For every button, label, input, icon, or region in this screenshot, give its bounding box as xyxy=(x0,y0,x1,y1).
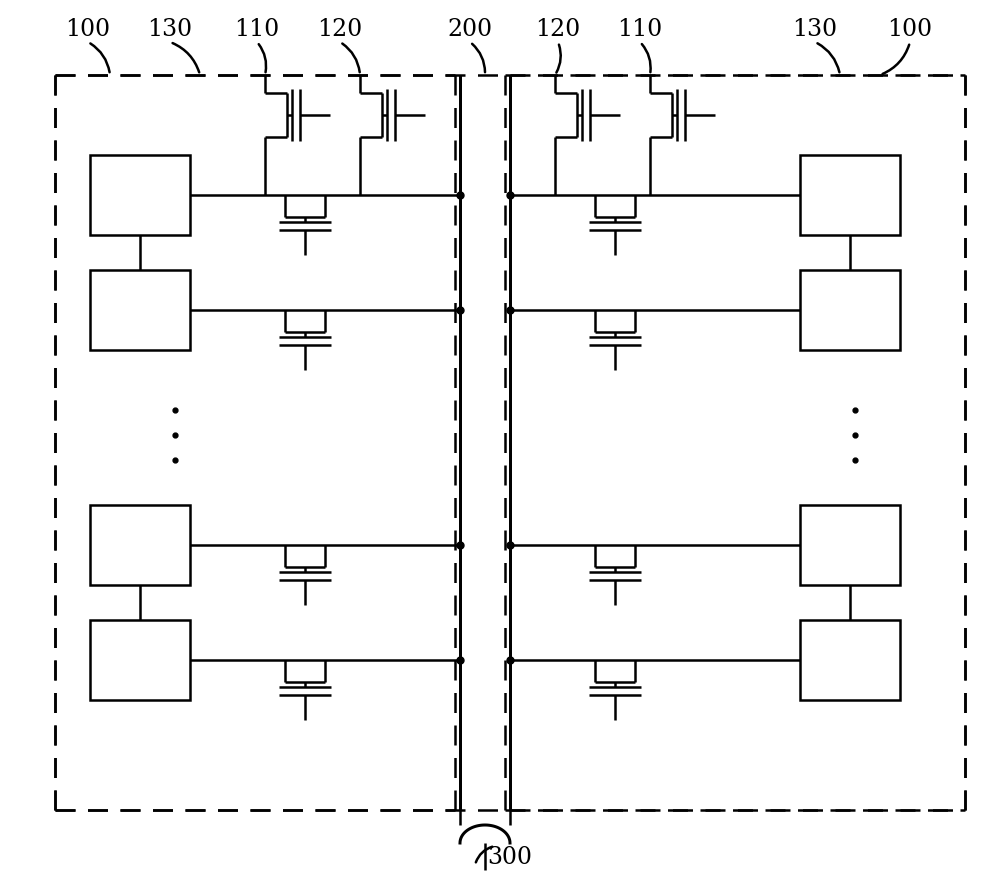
Bar xyxy=(800,270,900,350)
Text: 130: 130 xyxy=(792,18,838,41)
Text: 100: 100 xyxy=(887,18,933,41)
Text: 110: 110 xyxy=(234,18,280,41)
Text: 120: 120 xyxy=(317,18,363,41)
Bar xyxy=(800,620,900,700)
Bar xyxy=(90,505,190,585)
Bar xyxy=(800,155,900,235)
Text: 100: 100 xyxy=(65,18,111,41)
Bar xyxy=(90,155,190,235)
Bar xyxy=(90,270,190,350)
Text: 120: 120 xyxy=(535,18,581,41)
Text: 130: 130 xyxy=(147,18,193,41)
Bar xyxy=(800,505,900,585)
Text: 110: 110 xyxy=(617,18,663,41)
Text: 200: 200 xyxy=(447,18,493,41)
Text: 300: 300 xyxy=(488,847,532,870)
Bar xyxy=(90,620,190,700)
